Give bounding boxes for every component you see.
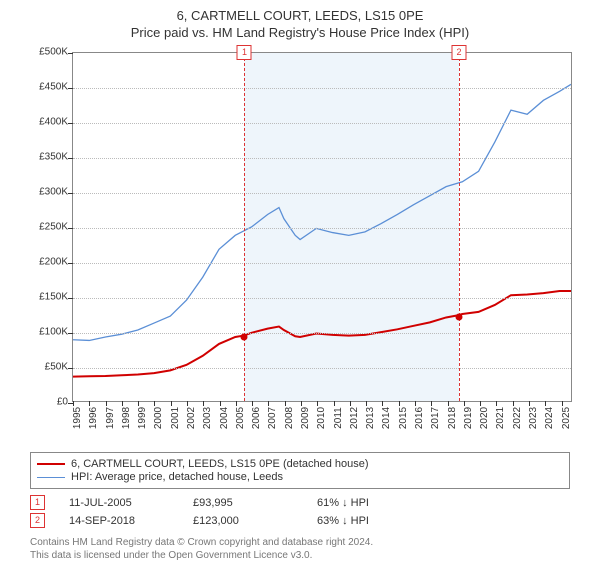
footer-attribution: Contains HM Land Registry data © Crown c… bbox=[30, 536, 570, 570]
y-tick bbox=[68, 158, 73, 159]
x-tick-label: 2004 bbox=[219, 407, 230, 429]
event-dot bbox=[455, 313, 462, 320]
footer-line: This data is licensed under the Open Gov… bbox=[30, 549, 570, 562]
x-tick-label: 1999 bbox=[137, 407, 148, 429]
title-subtitle: Price paid vs. HM Land Registry's House … bbox=[0, 25, 600, 40]
x-tick-label: 2023 bbox=[528, 407, 539, 429]
gridline bbox=[73, 368, 571, 369]
legend-label: HPI: Average price, detached house, Leed… bbox=[71, 471, 283, 483]
x-tick-label: 1998 bbox=[121, 407, 132, 429]
x-tick-label: 2008 bbox=[284, 407, 295, 429]
x-tick-label: 1996 bbox=[88, 407, 99, 429]
x-tick-label: 2016 bbox=[414, 407, 425, 429]
gridline bbox=[73, 88, 571, 89]
y-tick bbox=[68, 333, 73, 334]
event-dot bbox=[241, 334, 248, 341]
gridline bbox=[73, 193, 571, 194]
x-tick-label: 2024 bbox=[544, 407, 555, 429]
x-tick-label: 2014 bbox=[381, 407, 392, 429]
y-tick bbox=[68, 53, 73, 54]
gridline bbox=[73, 263, 571, 264]
x-tick-label: 2007 bbox=[267, 407, 278, 429]
footer-line: Contains HM Land Registry data © Crown c… bbox=[30, 536, 570, 549]
x-tick-label: 2002 bbox=[186, 407, 197, 429]
x-tick-label: 2012 bbox=[349, 407, 360, 429]
y-tick bbox=[68, 88, 73, 89]
legend-item: 6, CARTMELL COURT, LEEDS, LS15 0PE (deta… bbox=[37, 458, 563, 470]
y-tick-label: £100K bbox=[39, 327, 68, 338]
x-tick-label: 2020 bbox=[479, 407, 490, 429]
x-tick-label: 2005 bbox=[235, 407, 246, 429]
y-tick-label: £450K bbox=[39, 82, 68, 93]
y-tick-label: £0 bbox=[57, 397, 68, 408]
x-tick-label: 2021 bbox=[495, 407, 506, 429]
event-delta: 61% ↓ HPI bbox=[317, 497, 417, 509]
event-marker-badge: 2 bbox=[451, 45, 466, 60]
line-layer bbox=[73, 53, 571, 401]
legend-swatch bbox=[37, 463, 65, 465]
y-tick bbox=[68, 193, 73, 194]
event-delta: 63% ↓ HPI bbox=[317, 515, 417, 527]
y-tick bbox=[68, 123, 73, 124]
x-tick-label: 2019 bbox=[463, 407, 474, 429]
gridline bbox=[73, 158, 571, 159]
event-date: 14-SEP-2018 bbox=[69, 515, 169, 527]
x-tick-label: 2001 bbox=[170, 407, 181, 429]
x-axis-labels: 1995 1996 1997 1998 1999 2000 2001 2002 2003 2004… bbox=[72, 406, 572, 446]
event-vline bbox=[459, 53, 460, 401]
x-tick-label: 2009 bbox=[300, 407, 311, 429]
plot-area: 12 bbox=[72, 52, 572, 402]
event-badge: 2 bbox=[30, 513, 45, 528]
y-tick-label: £150K bbox=[39, 292, 68, 303]
legend-box: 6, CARTMELL COURT, LEEDS, LS15 0PE (deta… bbox=[30, 452, 570, 489]
y-tick-label: £50K bbox=[45, 362, 68, 373]
x-tick-label: 2003 bbox=[202, 407, 213, 429]
x-tick-label: 2010 bbox=[316, 407, 327, 429]
event-price: £93,995 bbox=[193, 497, 293, 509]
x-tick-label: 2013 bbox=[365, 407, 376, 429]
y-tick bbox=[68, 298, 73, 299]
event-date: 11-JUL-2005 bbox=[69, 497, 169, 509]
y-tick bbox=[68, 228, 73, 229]
y-tick-label: £500K bbox=[39, 47, 68, 58]
event-row: 2 14-SEP-2018 £123,000 63% ↓ HPI bbox=[30, 513, 570, 528]
event-vline bbox=[244, 53, 245, 401]
legend-item: HPI: Average price, detached house, Leed… bbox=[37, 471, 563, 483]
legend-swatch bbox=[37, 477, 65, 478]
x-tick-label: 2006 bbox=[251, 407, 262, 429]
x-tick-label: 2017 bbox=[430, 407, 441, 429]
x-tick-label: 2011 bbox=[333, 407, 344, 429]
gridline bbox=[73, 298, 571, 299]
x-tick-label: 2022 bbox=[512, 407, 523, 429]
gridline bbox=[73, 123, 571, 124]
y-tick-label: £250K bbox=[39, 222, 68, 233]
y-tick-label: £350K bbox=[39, 152, 68, 163]
event-marker-badge: 1 bbox=[237, 45, 252, 60]
y-tick-label: £300K bbox=[39, 187, 68, 198]
chart-area: £0 £50K £100K £150K £200K £250K £300K £350K £400… bbox=[20, 46, 580, 446]
x-tick-label: 2018 bbox=[447, 407, 458, 429]
event-row: 1 11-JUL-2005 £93,995 61% ↓ HPI bbox=[30, 495, 570, 510]
gridline bbox=[73, 228, 571, 229]
events-table: 1 11-JUL-2005 £93,995 61% ↓ HPI 2 14-SEP-2018… bbox=[30, 495, 570, 528]
event-badge: 1 bbox=[30, 495, 45, 510]
title-address: 6, CARTMELL COURT, LEEDS, LS15 0PE bbox=[0, 8, 600, 23]
x-tick-label: 1995 bbox=[72, 407, 83, 429]
legend-label: 6, CARTMELL COURT, LEEDS, LS15 0PE (deta… bbox=[71, 458, 369, 470]
y-tick-label: £200K bbox=[39, 257, 68, 268]
chart-container: 6, CARTMELL COURT, LEEDS, LS15 0PE Price… bbox=[0, 8, 600, 570]
y-tick bbox=[68, 263, 73, 264]
y-axis-labels: £0£50K£100K£150K£200K£250K£300K£350K£400… bbox=[20, 52, 70, 402]
y-tick bbox=[68, 368, 73, 369]
event-price: £123,000 bbox=[193, 515, 293, 527]
x-tick-label: 2000 bbox=[153, 407, 164, 429]
y-tick-label: £400K bbox=[39, 117, 68, 128]
x-tick-label: 1997 bbox=[105, 407, 116, 429]
gridline bbox=[73, 333, 571, 334]
titles: 6, CARTMELL COURT, LEEDS, LS15 0PE Price… bbox=[0, 8, 600, 40]
x-tick-label: 2025 bbox=[561, 407, 572, 429]
x-tick-label: 2015 bbox=[398, 407, 409, 429]
